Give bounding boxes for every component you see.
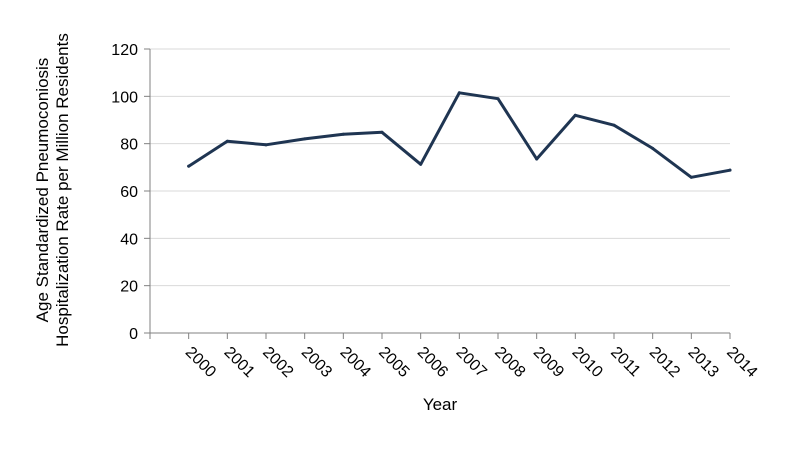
x-tick-label-2011: 2011 (607, 344, 643, 380)
grid-lines (150, 48, 730, 287)
x-tick-label-2002: 2002 (259, 344, 296, 381)
x-tick-label-2001: 2001 (221, 344, 258, 381)
x-tick-label-2000: 2000 (182, 344, 219, 381)
y-tick-label-40: 40 (120, 231, 138, 248)
y-axis-title-line-2: Hospitalization Rate per Million Residen… (53, 33, 72, 347)
x-tick-label-2009: 2009 (530, 344, 567, 381)
data-point-2009 (535, 157, 539, 161)
data-point-2006 (419, 162, 423, 166)
x-tick-label-2006: 2006 (414, 344, 451, 381)
y-axis-title: Age Standardized Pneumoconiosis Hospital… (33, 33, 72, 347)
axes (144, 48, 731, 339)
y-tick-label-120: 120 (111, 42, 138, 59)
x-axis-tick-labels: 2000 2001 2002 2003 2004 2005 2006 2007 2008 2009… (182, 344, 761, 381)
y-tick-label-20: 20 (120, 279, 138, 296)
data-point-2014 (728, 168, 732, 172)
data-point-2001 (225, 139, 229, 143)
data-point-2010 (573, 113, 577, 117)
data-point-2005 (380, 130, 384, 134)
y-tick-label-0: 0 (129, 326, 138, 343)
x-tick-label-2012: 2012 (646, 344, 683, 381)
data-point-2003 (303, 137, 307, 141)
x-tick-label-2013: 2013 (685, 344, 722, 381)
x-tick-label-2004: 2004 (337, 344, 374, 381)
x-tick-label-2008: 2008 (491, 344, 528, 381)
data-point-2000 (187, 164, 191, 168)
data-point-2011 (612, 123, 616, 127)
x-tick-label-2014: 2014 (723, 344, 760, 381)
y-axis-title-line-1: Age Standardized Pneumoconiosis (33, 58, 52, 323)
data-point-2002 (264, 143, 268, 147)
y-tick-label-60: 60 (120, 184, 138, 201)
series-group (187, 91, 732, 179)
data-point-2004 (341, 132, 345, 136)
y-tick-label-80: 80 (120, 137, 138, 154)
x-axis-title: Year (423, 395, 458, 414)
y-axis-tick-labels: 0 20 40 60 80 100 120 (111, 42, 138, 343)
x-tick-label-2005: 2005 (375, 344, 412, 381)
data-point-2013 (689, 175, 693, 179)
y-tick-label-100: 100 (111, 89, 138, 106)
data-point-2008 (496, 97, 500, 101)
data-point-2012 (651, 146, 655, 150)
x-tick-label-2007: 2007 (453, 344, 490, 381)
data-point-2007 (457, 91, 461, 95)
series-line-0 (187, 91, 732, 179)
x-tick-label-2010: 2010 (569, 344, 606, 381)
x-tick-label-2003: 2003 (298, 344, 335, 381)
